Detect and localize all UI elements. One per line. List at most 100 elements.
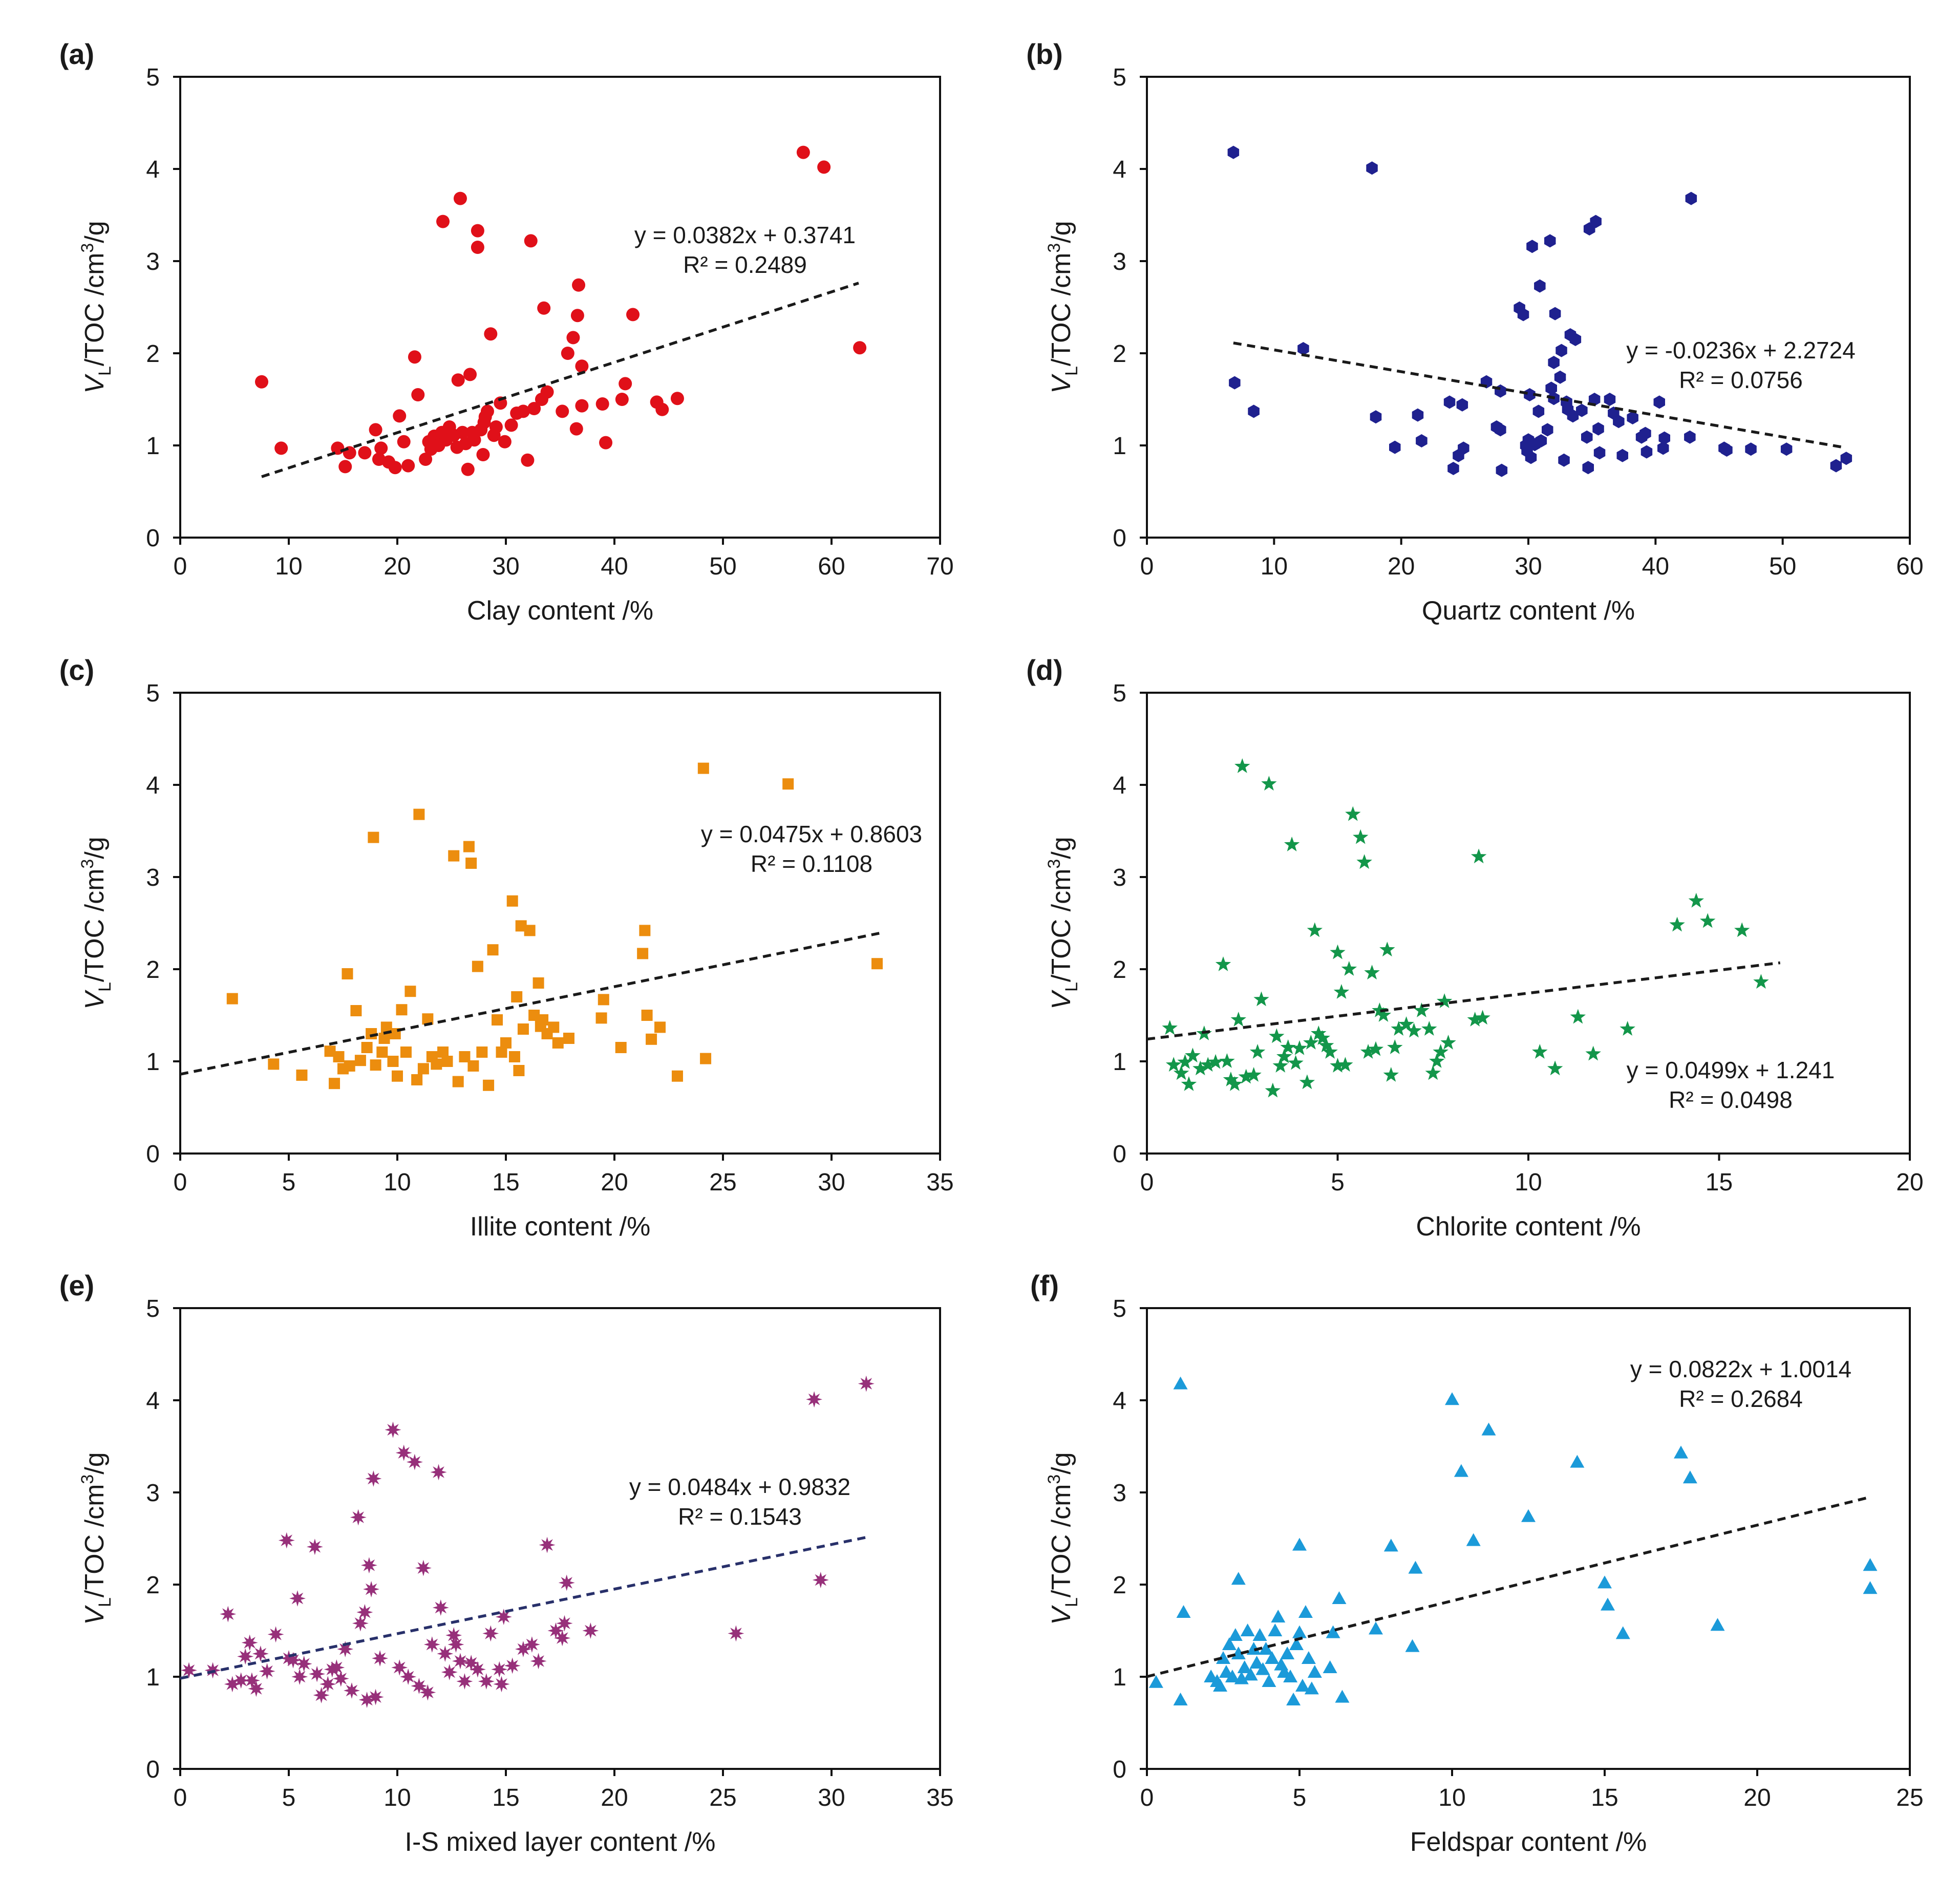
data-point: [295, 1655, 312, 1672]
data-point: [313, 1687, 330, 1703]
panel-label: (a): [59, 38, 94, 70]
data-point: [1292, 1537, 1307, 1551]
y-axis-label-mid: /TOC /cm: [80, 1484, 110, 1597]
data-point: [368, 831, 379, 843]
data-point: [1231, 1572, 1246, 1585]
data-point: [532, 977, 544, 989]
data-point: [1227, 1076, 1243, 1091]
data-point: [406, 1454, 423, 1470]
trend-r-squared: R² = 0.1543: [678, 1503, 802, 1530]
data-point: [540, 385, 554, 399]
data-point: [417, 1063, 429, 1075]
data-point: [1181, 1076, 1197, 1091]
data-point: [1616, 448, 1628, 462]
data-point: [1674, 1445, 1688, 1459]
x-tick-label: 60: [1896, 553, 1923, 580]
data-point: [1375, 1007, 1392, 1022]
data-point: [537, 301, 551, 315]
data-point: [655, 402, 669, 416]
data-point: [1532, 1044, 1548, 1059]
data-point: [1298, 1605, 1313, 1618]
x-tick-label: 35: [926, 1784, 953, 1811]
data-point: [1291, 1040, 1308, 1055]
y-tick-label: 3: [1113, 1480, 1126, 1507]
data-point: [1243, 1668, 1258, 1681]
data-point: [1304, 1681, 1319, 1695]
data-point: [1416, 434, 1428, 447]
panel-a: 0 10 20 30 40 50 60 70 0 1 2 3 4 5 Clay content /% VL/T…: [59, 38, 954, 626]
y-axis-label-prefix: V: [80, 374, 110, 394]
data-point: [1699, 913, 1716, 928]
x-tick-label: 30: [1515, 553, 1542, 580]
data-point: [393, 409, 407, 423]
data-point: [338, 460, 352, 474]
data-point: [413, 808, 425, 820]
data-point: [1276, 1049, 1292, 1063]
data-point: [1162, 1020, 1178, 1035]
data-point: [1307, 1665, 1322, 1678]
data-point: [1604, 393, 1616, 406]
data-point: [255, 375, 268, 389]
data-point: [337, 1641, 354, 1657]
y-axis-label-suffix: /g: [80, 1452, 110, 1474]
data-point: [1148, 1675, 1163, 1688]
data-point: [1307, 922, 1323, 937]
data-point: [1265, 1651, 1280, 1664]
y-tick-label: 0: [1113, 525, 1126, 552]
data-point: [498, 435, 512, 448]
data-point: [411, 1074, 423, 1085]
data-point: [1414, 1002, 1430, 1017]
data-point: [700, 1053, 712, 1064]
panel-label: (c): [59, 654, 94, 686]
data-point: [1600, 1597, 1615, 1611]
data-point: [289, 1590, 306, 1607]
y-axis-label: VL/TOC /cm3/g: [1045, 221, 1081, 393]
data-point: [278, 1532, 295, 1549]
data-point: [1207, 1054, 1224, 1069]
data-point: [1863, 1581, 1878, 1594]
x-axis-label: Feldspar content /%: [1410, 1827, 1647, 1857]
data-point: [459, 1051, 471, 1062]
data-point: [456, 1673, 473, 1690]
plot-frame: [179, 76, 941, 539]
data-point: [1176, 1605, 1191, 1618]
data-point: [1458, 441, 1469, 455]
data-point: [484, 327, 498, 341]
data-point: [595, 1012, 607, 1024]
trend-line: [261, 282, 859, 478]
data-point: [350, 1509, 367, 1526]
data-point: [1456, 398, 1468, 412]
data-point: [489, 420, 503, 434]
data-point: [404, 986, 416, 997]
data-point: [1222, 1637, 1237, 1650]
data-point: [441, 1664, 458, 1680]
data-point: [1284, 837, 1300, 851]
data-point: [1322, 1044, 1338, 1059]
data-point: [445, 1627, 462, 1643]
trend-equation: y = 0.0822x + 1.0014: [1630, 1356, 1851, 1382]
data-point: [782, 778, 794, 790]
data-point: [356, 1604, 373, 1620]
x-tick-label: 0: [1140, 1784, 1154, 1811]
data-point: [461, 462, 475, 476]
data-point: [1299, 1074, 1315, 1090]
trend-line: [1146, 961, 1781, 1041]
data-point: [527, 402, 541, 415]
data-point: [1292, 1625, 1307, 1638]
y-tick-label: 0: [146, 1756, 160, 1783]
data-point: [1684, 430, 1696, 444]
data-point: [1262, 1674, 1276, 1687]
data-point: [1237, 1660, 1252, 1673]
data-point: [598, 994, 609, 1006]
data-point: [1840, 452, 1852, 465]
data-point: [1627, 411, 1638, 424]
y-axis-label-suffix: /g: [1047, 221, 1076, 243]
data-point: [453, 191, 467, 205]
data-point: [1368, 1041, 1384, 1056]
data-point: [575, 359, 589, 373]
panel-label: (b): [1026, 38, 1063, 70]
data-point: [552, 1037, 564, 1049]
data-point: [430, 1464, 447, 1481]
data-point: [370, 1059, 381, 1071]
